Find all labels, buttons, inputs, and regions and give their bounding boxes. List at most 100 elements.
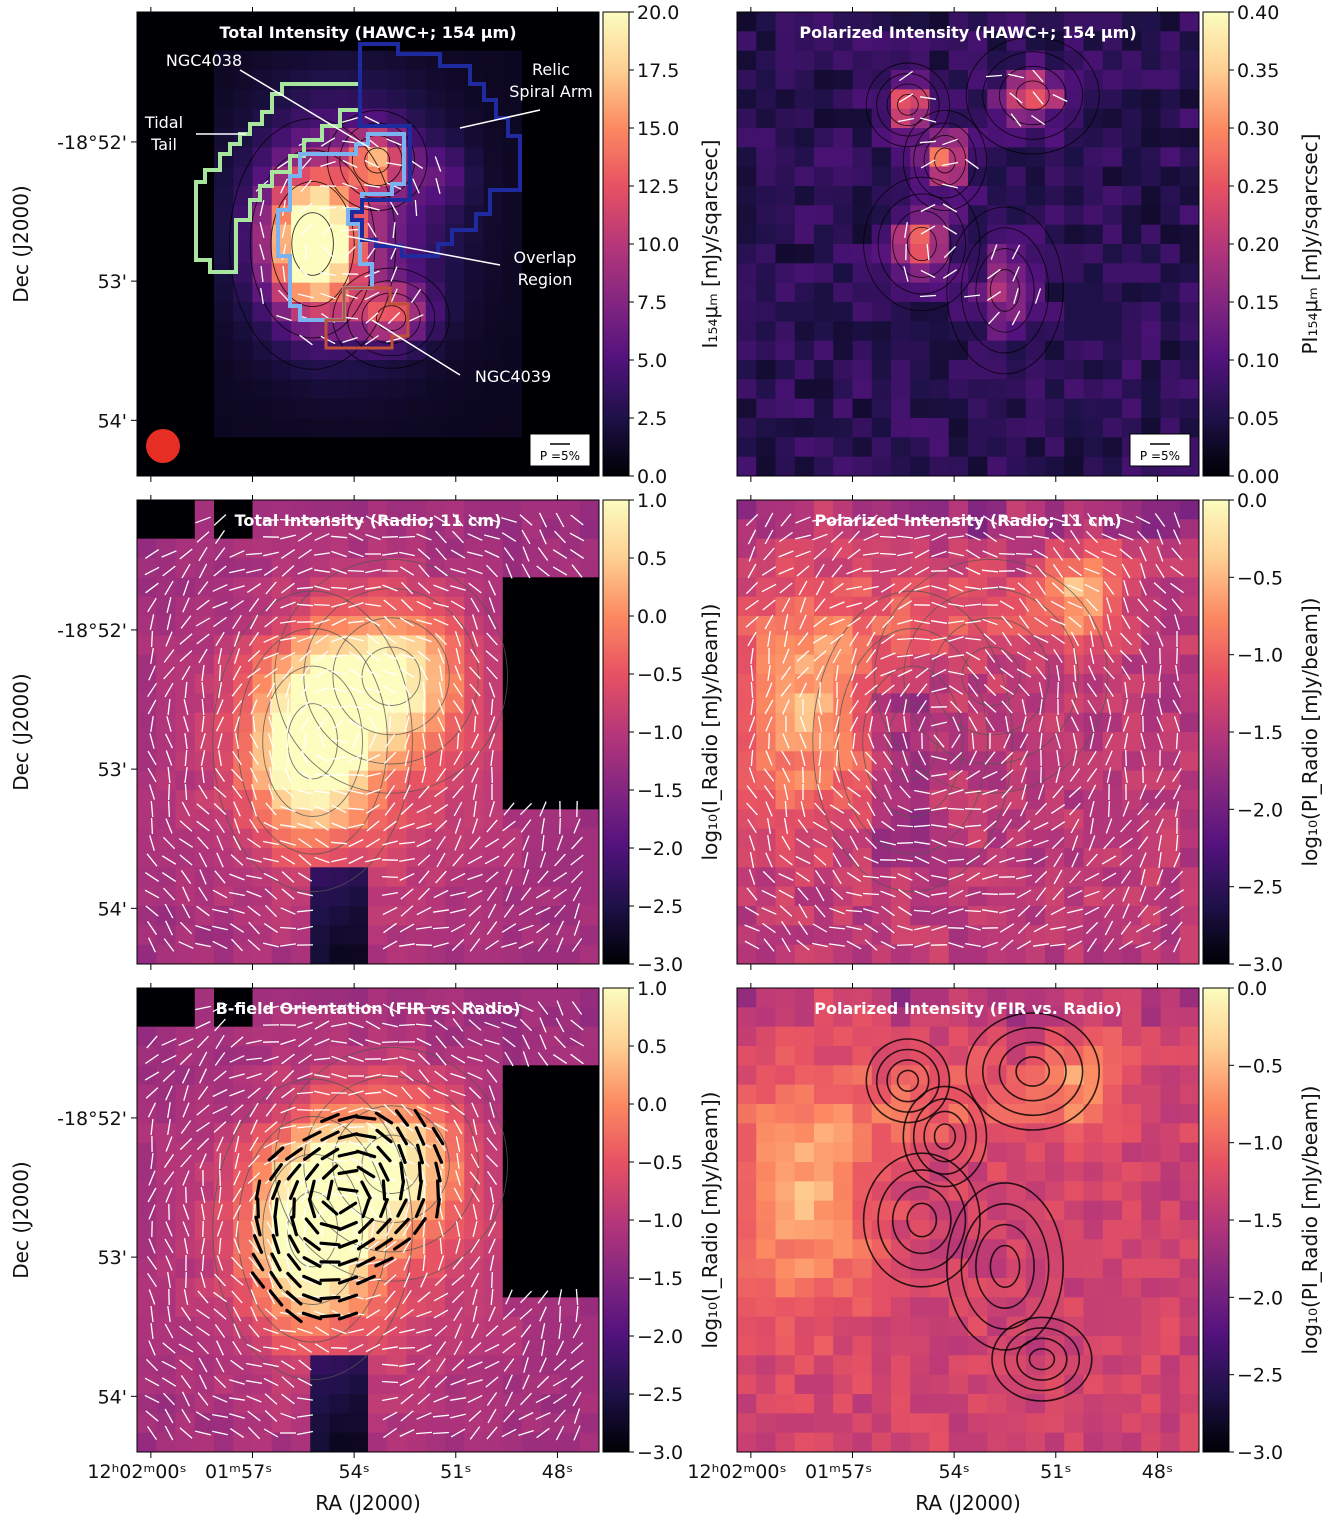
polarization-vector bbox=[387, 1204, 393, 1220]
heatmap-cell bbox=[425, 577, 446, 598]
polarization-vector bbox=[1084, 549, 1100, 559]
heatmap-cell bbox=[775, 244, 796, 264]
polarization-vector bbox=[764, 699, 774, 715]
heatmap-cell bbox=[214, 1316, 234, 1337]
heatmap-cell bbox=[1064, 437, 1085, 458]
heatmap-cell bbox=[833, 693, 854, 714]
heatmap-cell bbox=[756, 31, 777, 52]
polarization-vector bbox=[195, 1411, 211, 1421]
heatmap-cell bbox=[833, 50, 854, 71]
heatmap-cell bbox=[1045, 944, 1065, 964]
polarization-vector bbox=[279, 637, 297, 641]
polarization-vector bbox=[948, 873, 964, 881]
polarization-vector bbox=[195, 516, 211, 524]
heatmap-cell bbox=[406, 1278, 427, 1298]
polarization-vector bbox=[1106, 716, 1112, 732]
polarization-vector bbox=[302, 1238, 308, 1254]
polarization-vector bbox=[416, 619, 432, 625]
heatmap-cell bbox=[425, 616, 446, 636]
heatmap-cell bbox=[406, 770, 427, 791]
polarization-vector bbox=[246, 568, 262, 574]
heatmap-cell bbox=[560, 944, 581, 964]
polarization-vector bbox=[880, 890, 896, 898]
polarization-vector bbox=[999, 908, 1015, 914]
fir-vector bbox=[337, 1150, 359, 1158]
fir-vector bbox=[286, 1163, 302, 1181]
heatmap-cell bbox=[737, 925, 757, 946]
heatmap-cell bbox=[1045, 577, 1065, 598]
polarization-vector bbox=[902, 733, 908, 749]
heatmap-cell bbox=[425, 321, 446, 342]
polarization-vector bbox=[196, 599, 210, 611]
heatmap-cell bbox=[852, 770, 873, 791]
heatmap-cell bbox=[464, 809, 485, 830]
heatmap-cell bbox=[987, 89, 1008, 110]
polarization-vector bbox=[163, 1154, 175, 1168]
heatmap-cell bbox=[368, 437, 388, 458]
polarization-vector bbox=[1016, 940, 1032, 950]
heatmap-cell bbox=[1025, 809, 1046, 830]
polarization-vector bbox=[744, 940, 760, 950]
polarization-vector bbox=[501, 942, 517, 948]
heatmap-cell bbox=[291, 988, 311, 1008]
heatmap-cell bbox=[502, 770, 523, 791]
heatmap-cell bbox=[910, 635, 931, 656]
polarization-vector bbox=[796, 650, 810, 662]
heatmap-cell bbox=[156, 1046, 177, 1066]
heatmap-cell bbox=[756, 108, 777, 129]
polarization-vector bbox=[812, 923, 828, 933]
heatmap-cell bbox=[522, 1065, 542, 1086]
polarization-vector bbox=[382, 685, 398, 695]
polarization-vector bbox=[450, 568, 466, 574]
polarization-vector bbox=[555, 1425, 565, 1441]
heatmap-cell bbox=[910, 282, 931, 303]
heatmap-cell bbox=[252, 674, 273, 694]
heatmap-cell bbox=[291, 751, 311, 772]
polarization-vector bbox=[948, 535, 964, 539]
heatmap-cell bbox=[252, 596, 273, 617]
heatmap-cell bbox=[968, 635, 988, 656]
heatmap-cell bbox=[310, 282, 331, 303]
polarization-vector bbox=[199, 1153, 207, 1169]
polarization-vector bbox=[983, 836, 997, 850]
heatmap-cell bbox=[560, 906, 581, 926]
heatmap-cell bbox=[1122, 674, 1142, 694]
contour-line bbox=[364, 147, 391, 174]
heatmap-cell bbox=[464, 538, 485, 559]
fir-vector bbox=[355, 1132, 377, 1140]
polarization-vector bbox=[1073, 648, 1077, 664]
polarization-vector bbox=[145, 582, 159, 594]
colorbar-tick-label: −3.0 bbox=[637, 954, 683, 976]
heatmap-cell bbox=[968, 654, 988, 675]
heatmap-cell bbox=[1160, 538, 1181, 559]
polarization-vector bbox=[283, 1272, 293, 1288]
polarization-vector bbox=[947, 927, 965, 929]
heatmap-cell bbox=[1045, 340, 1065, 361]
polarization-vector bbox=[217, 733, 223, 749]
polarization-vector bbox=[984, 649, 996, 663]
polarization-vector bbox=[433, 889, 449, 899]
polarization-vector bbox=[964, 808, 982, 810]
polarization-vector bbox=[1003, 733, 1011, 749]
polarization-vector bbox=[541, 817, 545, 835]
polarization-vector bbox=[331, 617, 347, 627]
heatmap-cell bbox=[852, 418, 873, 438]
heatmap-cell bbox=[368, 596, 388, 617]
polarization-vector bbox=[835, 698, 839, 716]
heatmap-cell bbox=[756, 244, 777, 264]
heatmap-cell bbox=[368, 538, 388, 559]
polarization-vector bbox=[489, 1186, 495, 1204]
polarization-vector bbox=[982, 618, 998, 626]
heatmap-cell bbox=[483, 282, 504, 303]
polarization-vector bbox=[348, 1055, 364, 1063]
polarization-vector bbox=[518, 1004, 534, 1012]
heatmap-cell bbox=[175, 848, 196, 868]
polarization-vector bbox=[399, 1006, 415, 1010]
polarization-vector bbox=[880, 840, 896, 846]
polarization-vector bbox=[982, 941, 998, 949]
polarization-vector bbox=[331, 822, 347, 830]
polarization-vector bbox=[1011, 310, 1021, 326]
heatmap-cell bbox=[1064, 379, 1085, 400]
polarization-vector bbox=[231, 768, 243, 782]
heatmap-cell bbox=[483, 925, 504, 946]
